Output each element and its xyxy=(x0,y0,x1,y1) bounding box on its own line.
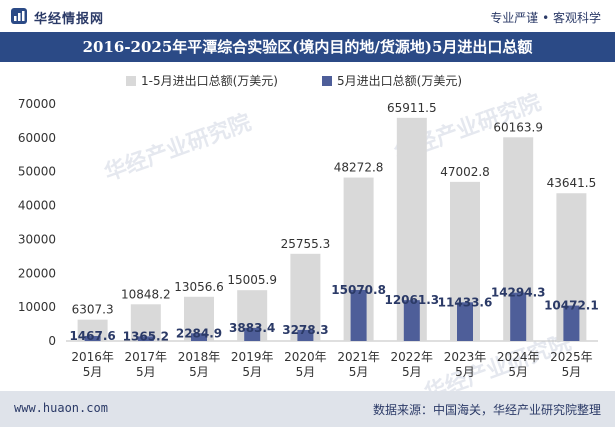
data-label-series-1-0: 6307.3 xyxy=(72,303,114,317)
x-tick-label-1-line-1: 5月 xyxy=(136,365,156,379)
bar-series-2-2 xyxy=(191,333,207,341)
x-tick-label-2-line-0: 2018年 xyxy=(178,350,221,364)
y-tick-label-3: 30000 xyxy=(18,232,56,246)
legend-label-series-2: 5月进出口总额(万美元) xyxy=(337,74,462,88)
bar-series-2-3 xyxy=(244,327,261,341)
data-label-series-1-9: 43641.5 xyxy=(547,176,597,190)
data-label-series-1-6: 65911.5 xyxy=(387,101,437,115)
x-tick-label-4-line-1: 5月 xyxy=(296,365,316,379)
bar-series-1-1 xyxy=(130,304,161,341)
y-tick-label-4: 40000 xyxy=(18,199,56,213)
x-tick-label-5-line-1: 5月 xyxy=(349,365,369,379)
bar-series-2-5 xyxy=(350,289,367,341)
data-label-series-2-5: 15070.8 xyxy=(331,283,386,297)
bar-series-2-0 xyxy=(84,336,101,341)
chart-area: 0 10000 20000 30000 40000 50000 60000 70000 6307… xyxy=(0,90,615,390)
bar-series-1-4 xyxy=(290,253,321,341)
y-tick-label-7: 70000 xyxy=(18,97,56,111)
data-label-series-1-5: 48272.8 xyxy=(334,161,384,175)
y-tick-label-1: 10000 xyxy=(18,300,56,314)
data-label-series-2-7: 11433.6 xyxy=(438,295,493,309)
x-tick-label-2-line-1: 5月 xyxy=(189,365,209,379)
data-label-series-2-9: 10472.1 xyxy=(544,299,599,313)
x-tick-label-4-line-0: 2020年 xyxy=(284,350,327,364)
brand-name: 华经情报网 xyxy=(34,12,105,27)
legend-item-series-2: 5月进出口总额(万美元) xyxy=(322,72,462,89)
data-label-series-2-1: 1365.2 xyxy=(123,329,169,343)
x-tick-label-9-line-1: 5月 xyxy=(562,365,582,379)
y-tick-label-6: 60000 xyxy=(18,131,56,145)
x-tick-label-7-line-1: 5月 xyxy=(455,365,475,379)
footer: www.huaon.com 数据来源：中国海关，华经产业研究院整理 xyxy=(0,391,615,427)
data-label-series-2-0: 1467.6 xyxy=(69,329,115,343)
data-label-series-1-7: 47002.8 xyxy=(440,165,490,179)
x-tick-label-0-line-0: 2016年 xyxy=(71,350,114,364)
chart-legend: 1-5月进出口总额(万美元) 5月进出口总额(万美元) xyxy=(0,70,615,90)
data-label-series-1-4: 25755.3 xyxy=(281,237,331,251)
top-bar: 华经情报网 专业严谨 • 客观科学 xyxy=(0,0,615,32)
data-label-series-2-4: 3278.3 xyxy=(282,323,328,337)
x-tick-label-8-line-1: 5月 xyxy=(508,365,528,379)
legend-swatch-series-1 xyxy=(126,75,136,86)
x-tick-label-7-line-0: 2023年 xyxy=(444,350,487,364)
legend-label-series-1: 1-5月进出口总额(万美元) xyxy=(141,74,278,88)
bar-series-2-1 xyxy=(137,336,154,341)
x-tick-label-3-line-0: 2019年 xyxy=(231,350,274,364)
chart-title: 2016-2025年平潭综合实验区(境内目的地/货源地)5月进出口总额 xyxy=(82,38,533,56)
x-tick-label-6-line-1: 5月 xyxy=(402,365,422,379)
data-label-series-1-8: 60163.9 xyxy=(493,120,543,134)
bar-series-2-4 xyxy=(297,329,314,341)
y-tick-label-5: 50000 xyxy=(18,165,56,179)
footer-source: 数据来源：中国海关，华经产业研究院整理 xyxy=(372,403,601,417)
x-tick-label-3-line-1: 5月 xyxy=(242,365,262,379)
title-bar: 2016-2025年平潭综合实验区(境内目的地/货源地)5月进出口总额 xyxy=(0,32,615,62)
data-label-series-1-3: 15005.9 xyxy=(227,273,277,287)
data-label-series-2-6: 12061.3 xyxy=(384,293,439,307)
bar-series-2-6 xyxy=(403,300,420,341)
x-tick-label-8-line-0: 2024年 xyxy=(497,350,540,364)
footer-website: www.huaon.com xyxy=(14,401,108,415)
bar-chart: 0 10000 20000 30000 40000 50000 60000 70000 6307… xyxy=(18,97,599,379)
data-label-series-2-8: 14294.3 xyxy=(491,286,546,300)
brand-logo-icon xyxy=(11,8,27,24)
bar-series-2-8 xyxy=(510,292,527,341)
data-label-series-2-2: 2284.9 xyxy=(176,326,222,340)
data-label-series-2-3: 3883.4 xyxy=(229,321,275,335)
slogan: 专业严谨 • 客观科学 xyxy=(490,11,601,25)
legend-swatch-series-2 xyxy=(322,75,332,86)
x-tick-label-1-line-0: 2017年 xyxy=(125,350,168,364)
x-tick-label-0-line-1: 5月 xyxy=(83,365,103,379)
bar-series-1-0 xyxy=(77,319,108,341)
data-label-series-1-2: 13056.6 xyxy=(174,280,224,294)
bar-series-2-7 xyxy=(457,302,473,341)
x-tick-label-9-line-0: 2025年 xyxy=(550,350,593,364)
y-tick-label-0: 0 xyxy=(48,334,56,348)
x-tick-label-5-line-0: 2021年 xyxy=(337,350,380,364)
data-label-series-1-1: 10848.2 xyxy=(121,287,171,301)
bar-series-2-9 xyxy=(563,305,580,341)
y-tick-label-2: 20000 xyxy=(18,266,56,280)
legend-item-series-1: 1-5月进出口总额(万美元) xyxy=(126,72,278,89)
x-tick-label-6-line-0: 2022年 xyxy=(391,350,434,364)
